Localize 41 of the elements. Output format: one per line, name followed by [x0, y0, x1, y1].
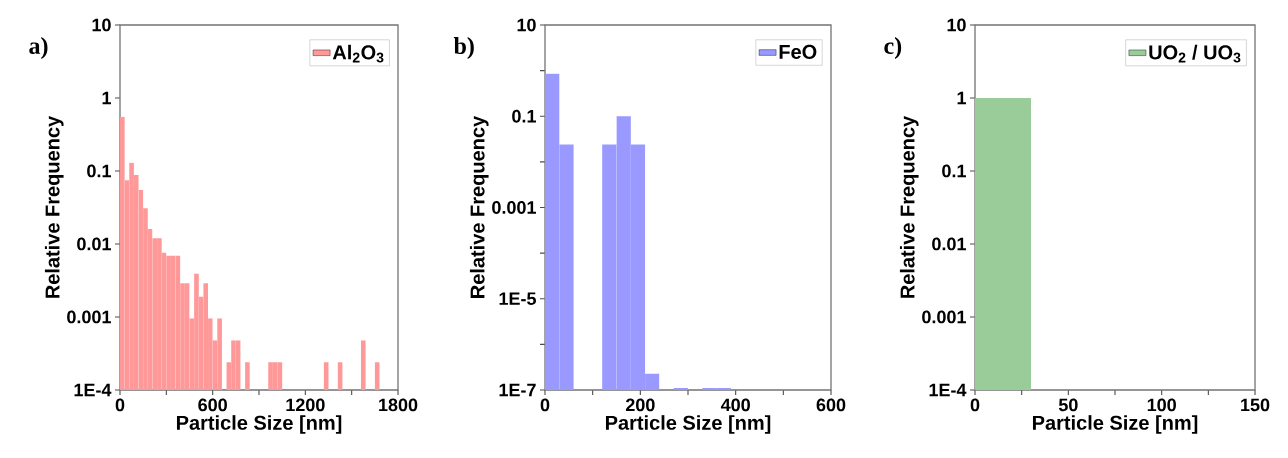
y-axis-title: Relative Frequency — [469, 115, 489, 298]
legend-label: UO$_{2}$ / UO$_{3}$ — [1149, 44, 1241, 63]
y-tick-label: 0.01 — [77, 237, 111, 251]
x-tick-label: 400 — [720, 398, 750, 412]
y-tick-label: 1 — [102, 91, 111, 105]
text: a) — [29, 37, 48, 59]
y-tick-label: 10 — [517, 18, 536, 32]
x-axis-title: Particle Size [nm] — [605, 415, 771, 434]
x-tick-label: 600 — [198, 398, 227, 412]
y-tick-label: 10 — [947, 18, 966, 32]
text: b) — [453, 37, 474, 59]
x-tick-label: 0 — [970, 398, 980, 412]
x-tick-label: 1800 — [379, 398, 418, 412]
y-tick-label: 1E-4 — [929, 383, 967, 397]
y-axis-title: Relative Frequency — [899, 115, 919, 298]
legend-label: FeO — [779, 44, 817, 59]
y-tick-label: 0.001 — [492, 201, 536, 214]
legend-label: Al$_{2}$O$_{3}$ — [332, 44, 384, 63]
y-tick-label: 0.1 — [87, 164, 111, 178]
y-tick-label: 0.01 — [932, 237, 966, 251]
x-tick-label: 150 — [1241, 398, 1270, 412]
y-tick-label: 0.1 — [512, 109, 536, 123]
y-tick-label: 1E-5 — [499, 292, 536, 306]
x-tick-label: 1200 — [286, 398, 325, 412]
y-tick-label: 0.1 — [942, 164, 966, 178]
y-tick-label: 1E-4 — [74, 383, 112, 397]
x-tick-label: 100 — [1147, 398, 1176, 412]
x-axis-title: Particle Size [nm] — [1032, 415, 1198, 434]
x-tick-label: 0 — [115, 398, 125, 412]
x-axis-title: Particle Size [nm] — [176, 415, 342, 434]
y-tick-label: 10 — [92, 18, 111, 32]
text: c) — [884, 37, 902, 59]
y-tick-label: 1 — [957, 91, 966, 105]
x-tick-label: 0 — [540, 398, 550, 412]
x-tick-label: 200 — [625, 398, 655, 412]
y-tick-label: 0.001 — [67, 310, 111, 324]
x-tick-label: 600 — [816, 398, 846, 412]
x-tick-label: 50 — [1058, 398, 1078, 412]
y-tick-label: 0.001 — [922, 310, 966, 324]
y-axis-title: Relative Frequency — [44, 115, 64, 298]
y-tick-label: 1E-7 — [499, 383, 536, 397]
